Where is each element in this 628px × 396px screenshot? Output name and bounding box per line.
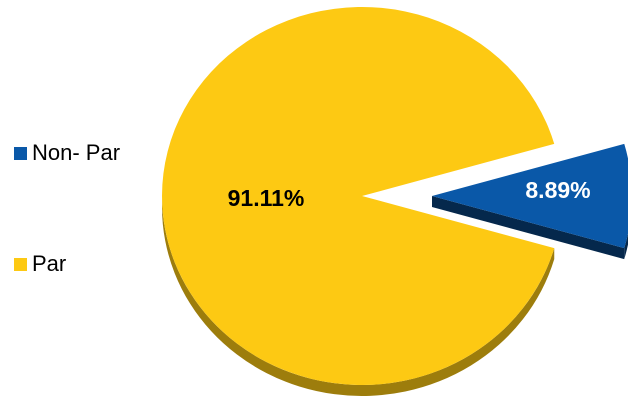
pie-slice-par	[162, 6, 555, 385]
pie-group: 8.89% 91.11%	[162, 6, 628, 396]
data-label-non-par: 8.89%	[525, 177, 590, 203]
legend-item-non-par: Non- Par	[14, 140, 120, 166]
pie-slice-non-par-side	[624, 233, 628, 260]
legend-swatch-non-par	[14, 146, 27, 160]
legend-label-par: Par	[32, 251, 67, 276]
pie-slice-non-par	[432, 143, 628, 249]
legend-item-par: Par	[14, 251, 66, 277]
legend-label-non-par: Non- Par	[32, 140, 121, 165]
data-label-par: 91.11%	[228, 185, 305, 211]
pie-slice-non-par-edge	[432, 196, 625, 260]
legend-swatch-par	[14, 257, 27, 271]
